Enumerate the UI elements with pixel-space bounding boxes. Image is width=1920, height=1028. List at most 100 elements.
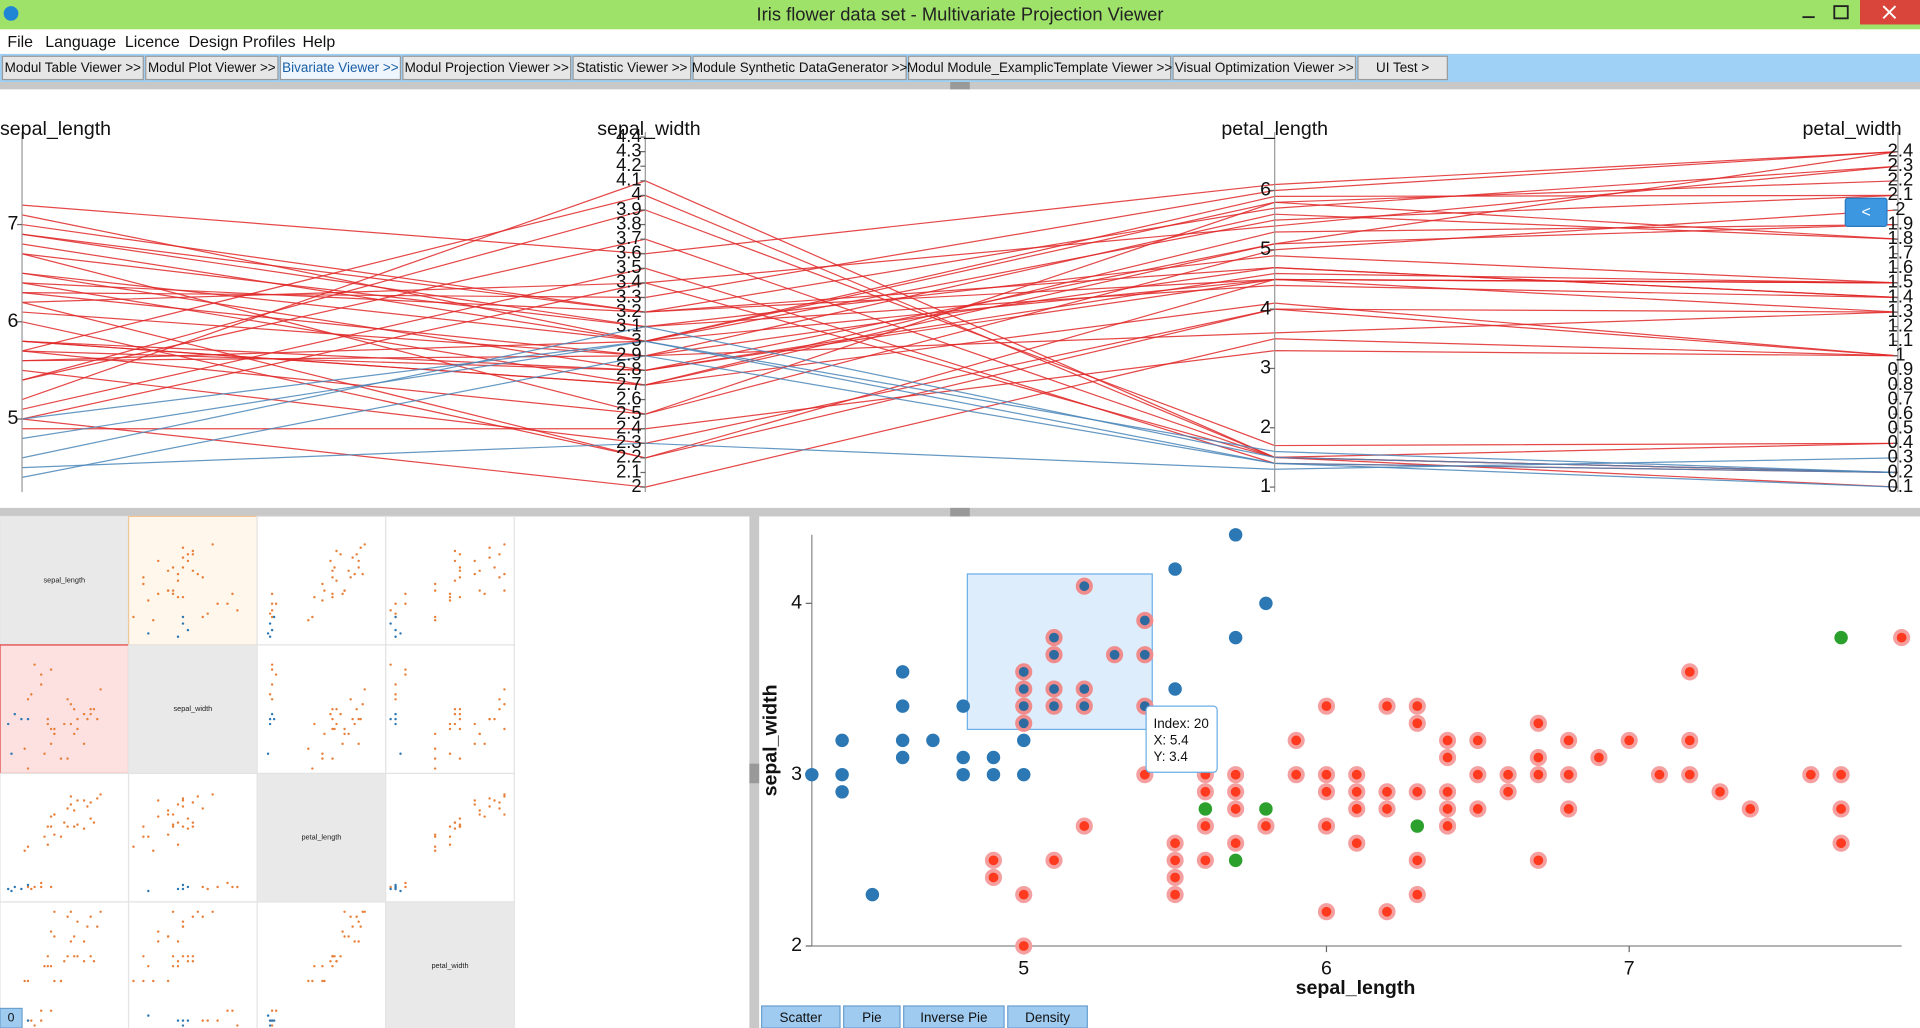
scatter-point[interactable] xyxy=(1499,783,1517,801)
scatter-point[interactable] xyxy=(835,785,849,799)
scatter-point[interactable] xyxy=(1410,819,1425,833)
scatter-point[interactable] xyxy=(1378,783,1396,801)
matrix-cell[interactable] xyxy=(385,901,515,1028)
matrix-cell[interactable] xyxy=(127,901,258,1028)
scatter-point[interactable] xyxy=(1834,630,1848,645)
scatter-point[interactable] xyxy=(1317,766,1336,784)
scatter-point[interactable] xyxy=(1529,714,1547,732)
tab-label[interactable]: Module Synthetic DataGenerator >> xyxy=(692,60,908,75)
scatter-point[interactable] xyxy=(1166,886,1184,904)
scatter-point[interactable] xyxy=(1650,766,1669,784)
scatter-point[interactable] xyxy=(956,699,970,713)
scatter-point[interactable] xyxy=(1075,680,1093,698)
scatter-point[interactable] xyxy=(1259,802,1273,816)
tab[interactable] xyxy=(145,55,279,81)
scatter-point[interactable] xyxy=(956,750,970,765)
splitter-handle[interactable] xyxy=(950,507,970,517)
scatter-point[interactable] xyxy=(865,887,880,902)
scatter-point[interactable] xyxy=(1136,646,1154,664)
scatter-point[interactable] xyxy=(1015,714,1033,732)
scatter-point[interactable] xyxy=(1168,682,1182,696)
splitter-handle[interactable] xyxy=(950,81,970,90)
scatter-point[interactable] xyxy=(1560,766,1578,784)
scatter-point[interactable] xyxy=(1228,528,1243,542)
scatter-point[interactable] xyxy=(1196,783,1214,801)
scatter-point[interactable] xyxy=(1015,697,1033,715)
scatter-point[interactable] xyxy=(1438,731,1457,749)
scatter-point[interactable] xyxy=(1015,886,1033,904)
tab[interactable] xyxy=(1172,55,1357,81)
scatter-point[interactable] xyxy=(835,733,849,748)
tab-label[interactable]: Visual Optimization Viewer >> xyxy=(1175,60,1354,75)
scatter-point[interactable] xyxy=(1408,886,1426,904)
tab-label[interactable]: Modul Table Viewer >> xyxy=(5,60,142,75)
scatter-point[interactable] xyxy=(1228,853,1243,868)
scatter-point[interactable] xyxy=(1166,868,1184,887)
tab-label[interactable]: Modul Plot Viewer >> xyxy=(148,60,276,75)
scatter-point[interactable] xyxy=(1832,766,1850,784)
page-indicator[interactable] xyxy=(0,1007,23,1028)
scatter-point[interactable] xyxy=(986,750,1001,765)
menu-item[interactable]: File xyxy=(7,34,33,51)
scatter-point[interactable] xyxy=(984,868,1003,887)
scatter-point[interactable] xyxy=(1257,817,1275,835)
scatter-point[interactable] xyxy=(1438,817,1457,835)
scatter-point[interactable] xyxy=(1802,766,1820,784)
collapse-label[interactable]: < xyxy=(1861,204,1870,221)
tab[interactable] xyxy=(402,55,572,81)
view-button[interactable] xyxy=(1007,1005,1088,1028)
matrix-cell[interactable] xyxy=(0,515,130,646)
scatter-point[interactable] xyxy=(895,750,910,765)
scatter-point[interactable] xyxy=(1317,697,1336,715)
scatter-point[interactable] xyxy=(1893,629,1911,647)
scatter-point[interactable] xyxy=(1499,766,1517,784)
tab[interactable] xyxy=(692,55,907,81)
view-button-label[interactable]: Density xyxy=(1025,1010,1070,1025)
view-button-label[interactable]: Scatter xyxy=(779,1010,822,1025)
scatter-point[interactable] xyxy=(1075,697,1093,715)
scatter-point[interactable] xyxy=(835,767,849,782)
scatter-point[interactable] xyxy=(1287,766,1305,784)
menu-item[interactable]: Help xyxy=(302,34,335,51)
matrix-cell[interactable] xyxy=(256,515,387,646)
scatter-point[interactable] xyxy=(1438,748,1457,767)
tab[interactable] xyxy=(907,55,1172,81)
scatter-point[interactable] xyxy=(895,699,910,713)
collapse-button[interactable] xyxy=(1844,197,1888,228)
scatter-point[interactable] xyxy=(1136,611,1154,630)
scatter-point[interactable] xyxy=(1378,800,1396,818)
tab[interactable] xyxy=(572,55,692,81)
scatter-point[interactable] xyxy=(1105,646,1124,664)
tab-label[interactable]: Statistic Viewer >> xyxy=(576,60,687,75)
scatter-point[interactable] xyxy=(1469,731,1487,749)
scatter-point[interactable] xyxy=(1259,596,1273,611)
scatter-point[interactable] xyxy=(1438,783,1457,801)
scatter-point[interactable] xyxy=(1075,577,1093,595)
view-button[interactable] xyxy=(843,1005,901,1028)
scatter-point[interactable] xyxy=(1832,800,1850,818)
scatter-point[interactable] xyxy=(1317,783,1336,801)
scatter-point[interactable] xyxy=(1227,834,1245,852)
scatter-point[interactable] xyxy=(1348,766,1366,784)
matrix-cell[interactable] xyxy=(385,515,515,646)
matrix-cell[interactable] xyxy=(127,772,258,903)
scatter-point[interactable] xyxy=(1317,903,1336,921)
scatter-point[interactable] xyxy=(1015,680,1033,698)
scatter-point[interactable] xyxy=(1469,766,1487,784)
scatter-point[interactable] xyxy=(1438,800,1457,818)
menu-item[interactable]: Language xyxy=(45,34,116,51)
scatter-point[interactable] xyxy=(1408,851,1426,869)
scatter-point[interactable] xyxy=(1015,663,1033,681)
view-button[interactable] xyxy=(903,1005,1005,1028)
scatter-point[interactable] xyxy=(1711,783,1729,801)
scatter-point[interactable] xyxy=(1348,783,1366,801)
scatter-point[interactable] xyxy=(1408,697,1426,715)
view-button-label[interactable]: Inverse Pie xyxy=(920,1010,987,1025)
page-indicator-label[interactable]: 0 xyxy=(8,1010,15,1024)
matrix-cell[interactable] xyxy=(0,772,130,903)
scatter-point[interactable] xyxy=(1075,817,1093,835)
scatter-point[interactable] xyxy=(1378,697,1396,715)
scatter-point[interactable] xyxy=(1015,937,1033,955)
scatter-point[interactable] xyxy=(1045,646,1063,664)
scatter-point[interactable] xyxy=(1227,766,1245,784)
